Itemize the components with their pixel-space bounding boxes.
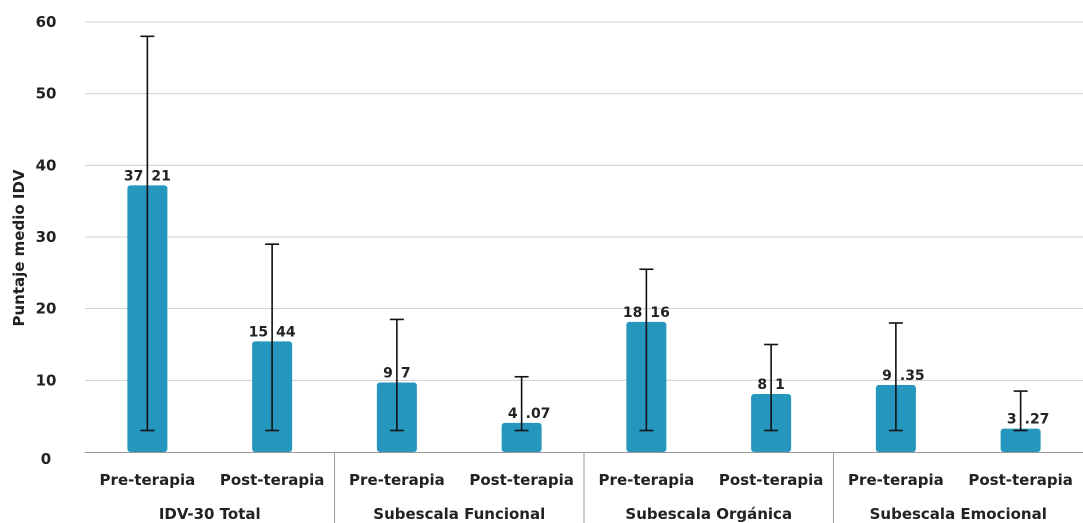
data-label: 9 (882, 368, 892, 384)
data-label: 7 (401, 365, 411, 381)
x-group-label: Subescala Emocional (870, 505, 1047, 523)
x-category-label: Pre-terapia (848, 471, 944, 489)
x-category-label: Post-terapia (220, 471, 325, 489)
bar (1000, 428, 1041, 452)
data-label: 15 (249, 324, 268, 340)
data-label: 3 (1007, 412, 1017, 428)
bar (501, 422, 542, 452)
data-label: .27 (1025, 412, 1050, 428)
data-label: .35 (900, 368, 925, 384)
data-label: 16 (650, 305, 669, 321)
y-tick-label: 50 (36, 85, 57, 103)
data-label: 8 (757, 377, 767, 393)
data-label: 4 (508, 406, 518, 422)
data-label: 44 (276, 324, 296, 340)
x-group-label: Subescala Orgánica (625, 505, 792, 523)
y-tick-label: 10 (36, 371, 57, 389)
data-label: 37 (124, 168, 143, 184)
data-label: 9 (383, 365, 393, 381)
y-tick-label: 0 (41, 450, 51, 468)
data-label: 18 (623, 305, 642, 321)
y-tick-label: 40 (36, 156, 57, 174)
data-label: .07 (526, 406, 551, 422)
x-category-label: Pre-terapia (599, 471, 695, 489)
error-bars (140, 35, 1028, 432)
data-label: 1 (775, 377, 785, 393)
data-label: 21 (151, 168, 170, 184)
x-category-label: Pre-terapia (349, 471, 445, 489)
x-group-label: Subescala Funcional (373, 505, 545, 523)
x-category-label: Pre-terapia (100, 471, 196, 489)
bars (127, 185, 1041, 452)
x-group-label: IDV-30 Total (159, 505, 261, 523)
y-tick-label: 30 (36, 228, 57, 246)
x-axis: Pre-terapia Post-terapia Pre-terapia Post-t… (85, 452, 1083, 523)
x-category-label: Post-terapia (469, 471, 574, 489)
x-category-label: Post-terapia (968, 471, 1073, 489)
x-category-label: Post-terapia (719, 471, 824, 489)
gridlines (85, 21, 1083, 381)
y-axis-ticks: 0 10 20 30 40 50 60 (36, 13, 57, 468)
y-tick-label: 60 (36, 13, 57, 31)
y-axis-title: Puntaje medio IDV (10, 169, 28, 326)
y-tick-label: 20 (36, 300, 57, 318)
